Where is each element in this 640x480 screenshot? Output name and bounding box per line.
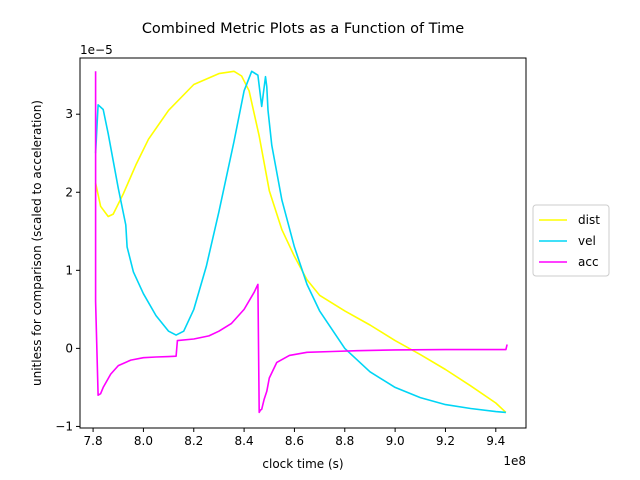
legend-box	[532, 204, 610, 277]
x-tick-label: 8.4	[235, 434, 254, 448]
y-offset-label: 1e−5	[80, 43, 113, 57]
x-tick-label: 8.6	[285, 434, 304, 448]
x-axis-label: clock time (s)	[262, 457, 343, 471]
x-tick-label: 8.8	[335, 434, 354, 448]
y-tick-label: 2	[65, 185, 73, 199]
x-tick-label: 9.4	[486, 434, 505, 448]
x-offset-label: 1e8	[503, 454, 526, 468]
x-tick-label: 9.0	[386, 434, 405, 448]
legend-label-dist: dist	[578, 213, 600, 227]
x-tick-label: 8.0	[134, 434, 153, 448]
series-line-vel	[94, 70, 506, 414]
chart-title: Combined Metric Plots as a Function of T…	[142, 21, 464, 37]
series-line-acc	[94, 71, 508, 414]
x-tick-label: 7.8	[84, 434, 103, 448]
legend-label-acc: acc	[578, 255, 599, 269]
x-tick-label: 9.2	[436, 434, 455, 448]
series-line-dist	[94, 70, 507, 413]
y-tick-label: 0	[65, 341, 73, 355]
y-tick-label: 1	[65, 263, 73, 277]
legend: dist vel acc	[532, 204, 610, 277]
y-tick-label: −1	[55, 419, 73, 433]
legend-label-vel: vel	[578, 234, 596, 248]
y-axis-label: unitless for comparison (scaled to accel…	[30, 100, 44, 386]
y-tick-label: 3	[65, 107, 73, 121]
plot-frame	[79, 57, 527, 429]
x-tick-label: 8.2	[184, 434, 203, 448]
